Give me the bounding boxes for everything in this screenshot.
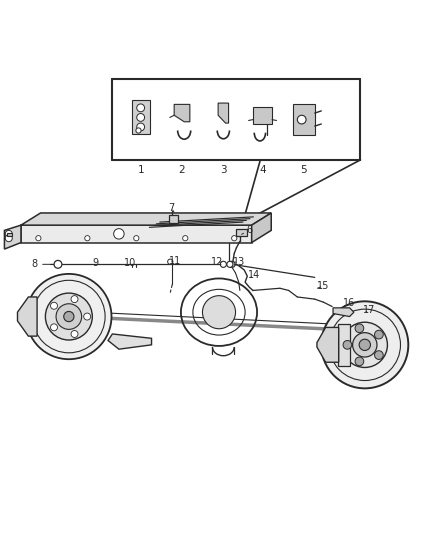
Polygon shape	[21, 213, 271, 225]
Text: 13: 13	[233, 257, 245, 267]
Polygon shape	[218, 103, 229, 123]
Text: 8: 8	[31, 260, 53, 269]
Polygon shape	[169, 215, 178, 223]
Polygon shape	[253, 107, 272, 124]
Circle shape	[353, 333, 377, 357]
Circle shape	[114, 229, 124, 239]
Circle shape	[168, 259, 173, 264]
Polygon shape	[108, 334, 152, 349]
Circle shape	[136, 128, 141, 133]
Text: 12: 12	[211, 257, 223, 267]
Polygon shape	[317, 327, 339, 362]
Polygon shape	[293, 104, 315, 135]
Polygon shape	[174, 104, 190, 122]
Text: 10: 10	[124, 258, 136, 268]
Text: 7: 7	[168, 203, 174, 213]
Circle shape	[137, 104, 145, 112]
Circle shape	[321, 301, 408, 389]
Circle shape	[56, 304, 81, 329]
Circle shape	[229, 261, 235, 268]
Circle shape	[374, 351, 383, 359]
Circle shape	[342, 322, 388, 367]
Circle shape	[26, 274, 112, 359]
Circle shape	[359, 339, 371, 351]
Circle shape	[50, 302, 57, 309]
Polygon shape	[18, 297, 37, 336]
Text: 9: 9	[92, 258, 98, 268]
Circle shape	[71, 296, 78, 303]
Circle shape	[64, 311, 74, 322]
Circle shape	[5, 230, 12, 237]
Circle shape	[137, 114, 145, 122]
Text: 17: 17	[363, 305, 375, 315]
Polygon shape	[237, 229, 247, 236]
Circle shape	[374, 330, 383, 339]
Polygon shape	[252, 213, 271, 243]
Text: 4: 4	[259, 165, 266, 175]
Circle shape	[54, 261, 62, 268]
Circle shape	[183, 236, 188, 241]
Polygon shape	[333, 308, 354, 317]
Polygon shape	[7, 233, 12, 236]
Circle shape	[46, 293, 92, 340]
Circle shape	[355, 357, 364, 366]
Text: 14: 14	[248, 270, 260, 280]
Circle shape	[84, 313, 91, 320]
Circle shape	[297, 115, 306, 124]
Circle shape	[50, 324, 57, 331]
Circle shape	[134, 236, 139, 241]
Text: 3: 3	[220, 165, 226, 175]
Text: 11: 11	[170, 256, 182, 266]
Circle shape	[227, 261, 233, 268]
Polygon shape	[131, 100, 150, 134]
Circle shape	[137, 123, 145, 131]
Text: 5: 5	[300, 165, 307, 175]
Text: 15: 15	[317, 281, 330, 291]
Text: 1: 1	[138, 165, 144, 175]
Circle shape	[232, 236, 237, 241]
Text: 6: 6	[242, 225, 253, 236]
Circle shape	[202, 296, 236, 329]
Circle shape	[85, 236, 90, 241]
Polygon shape	[338, 324, 350, 366]
Text: 16: 16	[343, 298, 356, 309]
Text: 2: 2	[179, 165, 185, 175]
Circle shape	[220, 261, 226, 268]
Circle shape	[343, 341, 352, 349]
Circle shape	[71, 330, 78, 337]
Circle shape	[36, 236, 41, 241]
Circle shape	[355, 324, 364, 333]
Polygon shape	[4, 225, 21, 249]
Circle shape	[5, 235, 12, 241]
Polygon shape	[21, 225, 252, 243]
